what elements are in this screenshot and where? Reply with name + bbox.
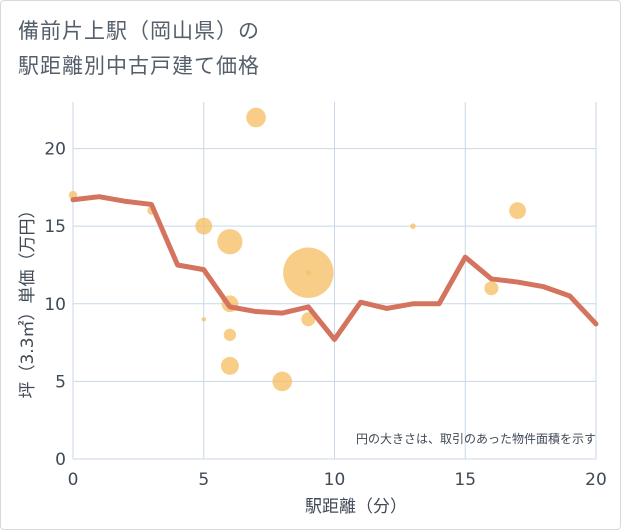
bubble-3 <box>201 317 206 322</box>
y-axis-title: 坪（3.3㎡）単価（万円） <box>18 201 38 398</box>
bubble-4 <box>217 229 243 255</box>
x-tick-label-0: 0 <box>68 470 79 490</box>
bubble-15 <box>509 202 526 220</box>
x-tick-label-1: 5 <box>198 470 209 490</box>
bubble-11 <box>305 269 312 276</box>
y-tick-label-2: 10 <box>44 295 66 315</box>
average-line-layer <box>70 194 599 342</box>
y-tick-label-0: 0 <box>55 450 66 470</box>
bubble-8 <box>246 107 266 128</box>
y-tick-label-4: 20 <box>44 140 66 160</box>
title-line-2: 駅距離別中古戸建て価格 <box>18 54 260 78</box>
x-tick-label-3: 15 <box>454 470 476 490</box>
chart-title: 備前片上駅（岡山県）の 駅距離別中古戸建て価格 <box>18 14 260 84</box>
size-annotation: 円の大きさは、取引のあった物件面積を示す <box>356 431 596 446</box>
y-tick-label-3: 15 <box>44 217 66 237</box>
bubble-2 <box>195 217 213 235</box>
bubble-9 <box>272 371 293 392</box>
bubble-14 <box>484 281 499 296</box>
x-tick-labels: 0 5 10 15 20 <box>68 470 607 490</box>
bubble-6 <box>223 328 237 341</box>
bubble-13 <box>410 223 416 229</box>
x-tick-label-2: 10 <box>324 470 346 490</box>
x-axis-title: 駅距離（分） <box>305 497 407 517</box>
grid-lines <box>72 102 597 460</box>
bubble-layer <box>68 107 526 392</box>
average-price-line <box>70 194 599 342</box>
bubble-12 <box>301 312 316 327</box>
title-line-1: 備前片上駅（岡山県）の <box>18 19 260 43</box>
y-tick-labels: 0 5 10 15 20 <box>44 140 66 470</box>
x-tick-label-4: 20 <box>585 470 607 490</box>
y-tick-label-1: 5 <box>55 372 66 392</box>
bubble-7 <box>220 356 239 375</box>
